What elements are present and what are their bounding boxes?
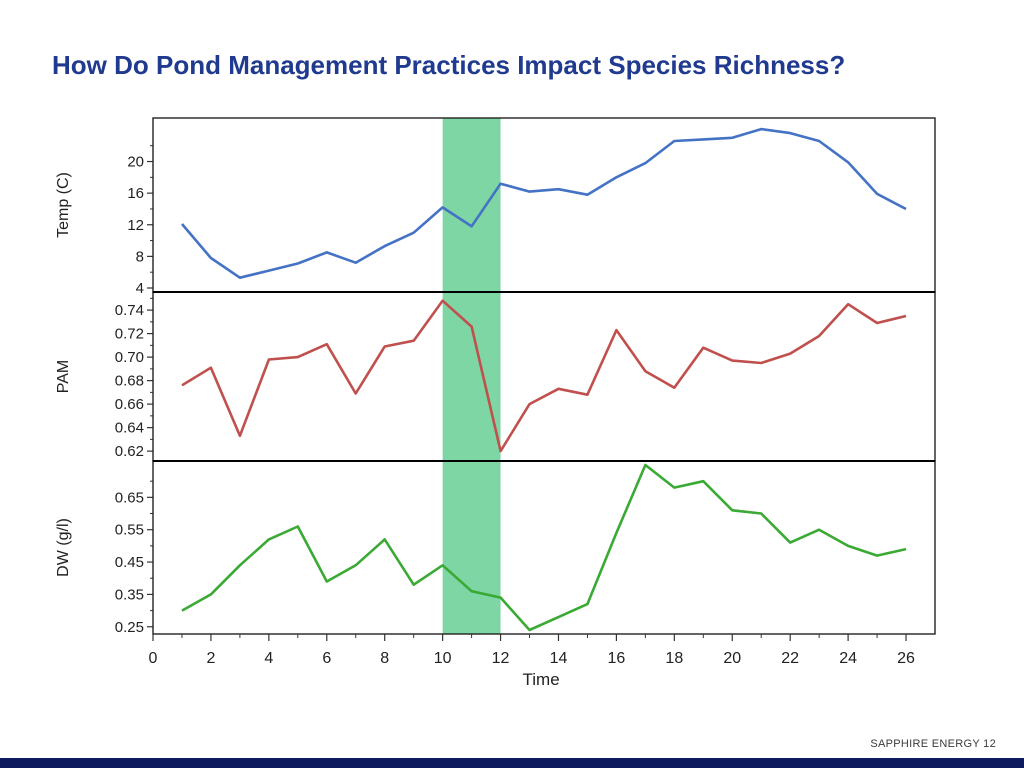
page-number: 12 <box>983 738 996 750</box>
x-tick-label: 4 <box>264 650 273 667</box>
footer-company: SAPPHIRE ENERGY <box>870 738 980 750</box>
y-tick-label: 20 <box>127 154 144 171</box>
x-tick-label: 16 <box>608 650 626 667</box>
x-tick-label: 26 <box>897 650 915 667</box>
panel-frame <box>152 460 936 635</box>
series-line <box>181 463 907 632</box>
x-axis-label: Time <box>523 670 560 689</box>
x-tick-label: 18 <box>665 650 683 667</box>
x-tick-label: 14 <box>550 650 568 667</box>
x-tick-label: 0 <box>149 650 158 667</box>
footer-label: SAPPHIRE ENERGY 12 <box>870 738 996 750</box>
y-tick-label: 0.68 <box>115 373 144 390</box>
y-tick-label: 0.72 <box>115 326 144 343</box>
footer-bar <box>0 758 1024 768</box>
y-axis-label: Temp (C) <box>55 172 72 238</box>
y-tick-label: 0.65 <box>115 489 144 506</box>
x-tick-label: 10 <box>434 650 452 667</box>
y-tick-label: 0.25 <box>115 619 144 636</box>
panel-frame <box>152 291 936 462</box>
x-tick-label: 12 <box>492 650 510 667</box>
x-tick-label: 2 <box>206 650 215 667</box>
y-tick-label: 0.70 <box>115 349 144 366</box>
x-tick-label: 20 <box>723 650 741 667</box>
highlight-band <box>442 118 501 634</box>
panel-frame <box>152 117 936 293</box>
y-tick-label: 0.55 <box>115 522 144 539</box>
y-tick-label: 0.45 <box>115 554 144 571</box>
x-tick-label: 22 <box>781 650 799 667</box>
y-tick-label: 0.74 <box>115 302 144 319</box>
y-axis-label: PAM <box>55 360 72 393</box>
y-tick-label: 0.35 <box>115 586 144 603</box>
y-tick-label: 4 <box>136 280 144 297</box>
panel-1: 4 8 12 16 20 Temp (C) <box>55 127 907 297</box>
series-line <box>181 299 907 453</box>
y-tick-label: 12 <box>127 217 144 234</box>
slide-title: How Do Pond Management Practices Impact … <box>52 50 846 80</box>
panel-2: 0.62 0.64 0.66 0.68 0.70 0.72 0.74 PAM <box>55 297 907 460</box>
x-tick-label: 6 <box>322 650 331 667</box>
y-tick-label: 8 <box>136 248 144 265</box>
y-tick-label: 16 <box>127 185 144 202</box>
y-tick-label: 0.66 <box>115 396 144 413</box>
panel-3: 0.25 0.35 0.45 0.55 0.65 DW (g/l) <box>55 463 907 636</box>
y-tick-label: 0.64 <box>115 420 144 437</box>
series-line <box>181 127 907 280</box>
x-tick-label: 8 <box>380 650 389 667</box>
y-axis-label: DW (g/l) <box>55 518 72 577</box>
y-tick-label: 0.62 <box>115 443 144 460</box>
x-tick-label: 24 <box>839 650 857 667</box>
